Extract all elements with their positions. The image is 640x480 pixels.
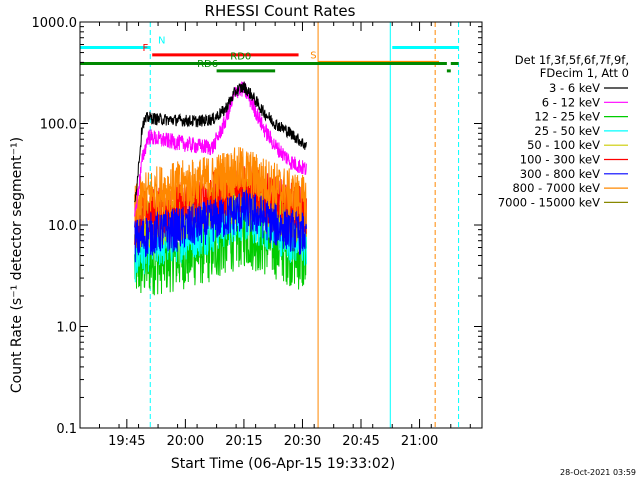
x-tick-label: 20:30 bbox=[284, 434, 321, 449]
chart-title: RHESSI Count Rates bbox=[205, 2, 356, 20]
legend-header-line: FDecim 1, Att 0 bbox=[540, 66, 629, 80]
series-800-7000-kev bbox=[134, 147, 307, 227]
legend-label-7000-15000-kev: 7000 - 15000 keV bbox=[498, 195, 600, 209]
x-tick-label: 20:00 bbox=[167, 434, 204, 449]
x-tick-label: 19:45 bbox=[108, 434, 145, 449]
legend-label-100-300-kev: 100 - 300 keV bbox=[520, 153, 600, 167]
legend-label-800-7000-kev: 800 - 7000 keV bbox=[512, 181, 600, 195]
legend-label-50-100-kev: 50 - 100 keV bbox=[527, 138, 600, 152]
flag-n-label: N bbox=[158, 36, 165, 47]
flag-s-label: S bbox=[310, 50, 316, 61]
data-layer: N S F RD0 RD6 bbox=[79, 22, 460, 428]
y-tick-label: 1000.0 bbox=[32, 16, 78, 31]
x-tick-label: 21:00 bbox=[401, 434, 438, 449]
series-6-12-kev bbox=[134, 81, 307, 217]
series-3-6-kev bbox=[134, 81, 307, 203]
y-tick-label: 10.0 bbox=[48, 219, 77, 234]
series-300-800-kev bbox=[134, 189, 307, 263]
legend-label-300-800-kev: 300 - 800 keV bbox=[520, 167, 600, 181]
legend-label-25-50-kev: 25 - 50 keV bbox=[534, 124, 600, 138]
y-tick-label: 1.0 bbox=[56, 321, 77, 336]
axes-layer: 0.1 1.0 10.0 100.0 1000.0 19:45 20:00 20:15 20:3… bbox=[32, 16, 483, 449]
x-tick-label: 20:15 bbox=[225, 434, 262, 449]
x-axis-label: Start Time (06-Apr-15 19:33:02) bbox=[171, 456, 395, 472]
legend-label-3-6-kev: 3 - 6 keV bbox=[549, 81, 600, 95]
legend-label-12-25-kev: 12 - 25 keV bbox=[534, 110, 600, 124]
y-axis-label: Count Rate (s⁻¹ detector segment⁻¹) bbox=[9, 137, 25, 393]
flag-rd6-label: RD6 bbox=[197, 59, 218, 70]
flag-rd0-label: RD0 bbox=[230, 52, 251, 63]
y-tick-label: 100.0 bbox=[40, 118, 77, 133]
y-tick-label: 0.1 bbox=[56, 422, 77, 437]
x-tick-label: 20:45 bbox=[342, 434, 379, 449]
footer-timestamp: 28-Oct-2021 03:59 bbox=[560, 468, 636, 477]
legend: Det 1f,3f,5f,6f,7f,9f,FDecim 1, Att 03 -… bbox=[498, 53, 629, 209]
legend-header-line: Det 1f,3f,5f,6f,7f,9f, bbox=[515, 53, 629, 67]
legend-label-6-12-kev: 6 - 12 keV bbox=[542, 95, 600, 109]
flag-f-label: F bbox=[142, 43, 148, 54]
